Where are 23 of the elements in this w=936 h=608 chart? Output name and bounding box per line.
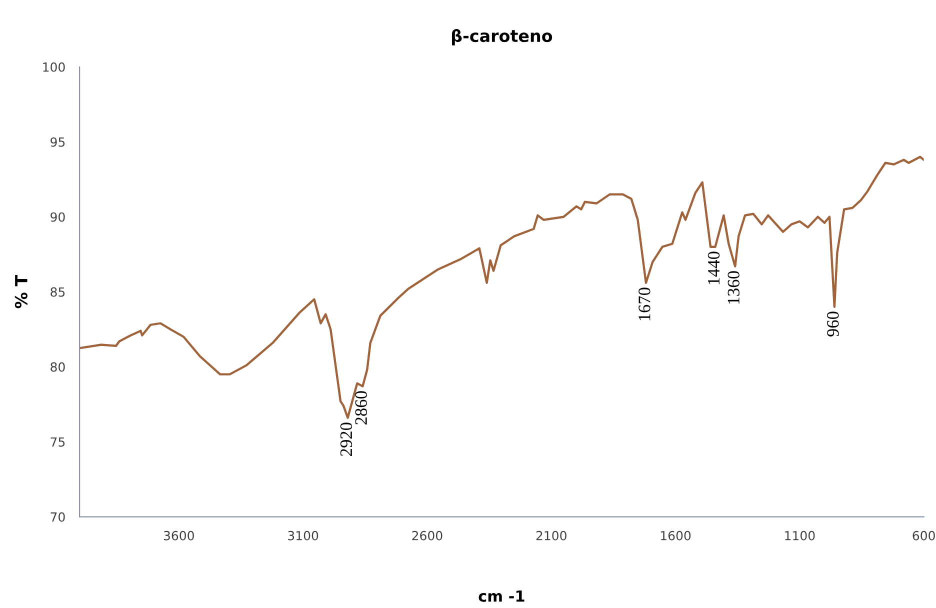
annotation: 1670 (638, 288, 650, 320)
y-axis-title: % T (14, 274, 28, 308)
annotation: 960 (827, 312, 839, 336)
x-tick-label: 3600 (164, 530, 194, 540)
annotation: 2860 (355, 391, 367, 424)
annotation: 1360 (728, 271, 740, 304)
y-tick-label: 100 (43, 62, 65, 72)
annotation: 1440 (708, 252, 720, 284)
y-tick-label: 80 (50, 362, 65, 372)
x-tick-label: 1100 (785, 530, 815, 540)
y-tick-label: 95 (50, 137, 65, 147)
chart-title: β-caroteno (452, 28, 552, 46)
annotation: 2920 (340, 422, 352, 456)
x-tick-label: 2600 (412, 530, 442, 540)
x-tick-label: 3100 (288, 530, 318, 540)
y-tick-label: 85 (50, 287, 65, 297)
y-tick-label: 90 (50, 212, 65, 222)
y-tick-label: 70 (50, 512, 65, 522)
x-tick-label: 600 (912, 530, 935, 540)
x-axis-title: cm -1 (478, 590, 524, 602)
x-tick-label: 2100 (536, 530, 566, 540)
y-tick-label: 75 (50, 437, 65, 447)
x-tick-label: 1600 (660, 530, 691, 540)
